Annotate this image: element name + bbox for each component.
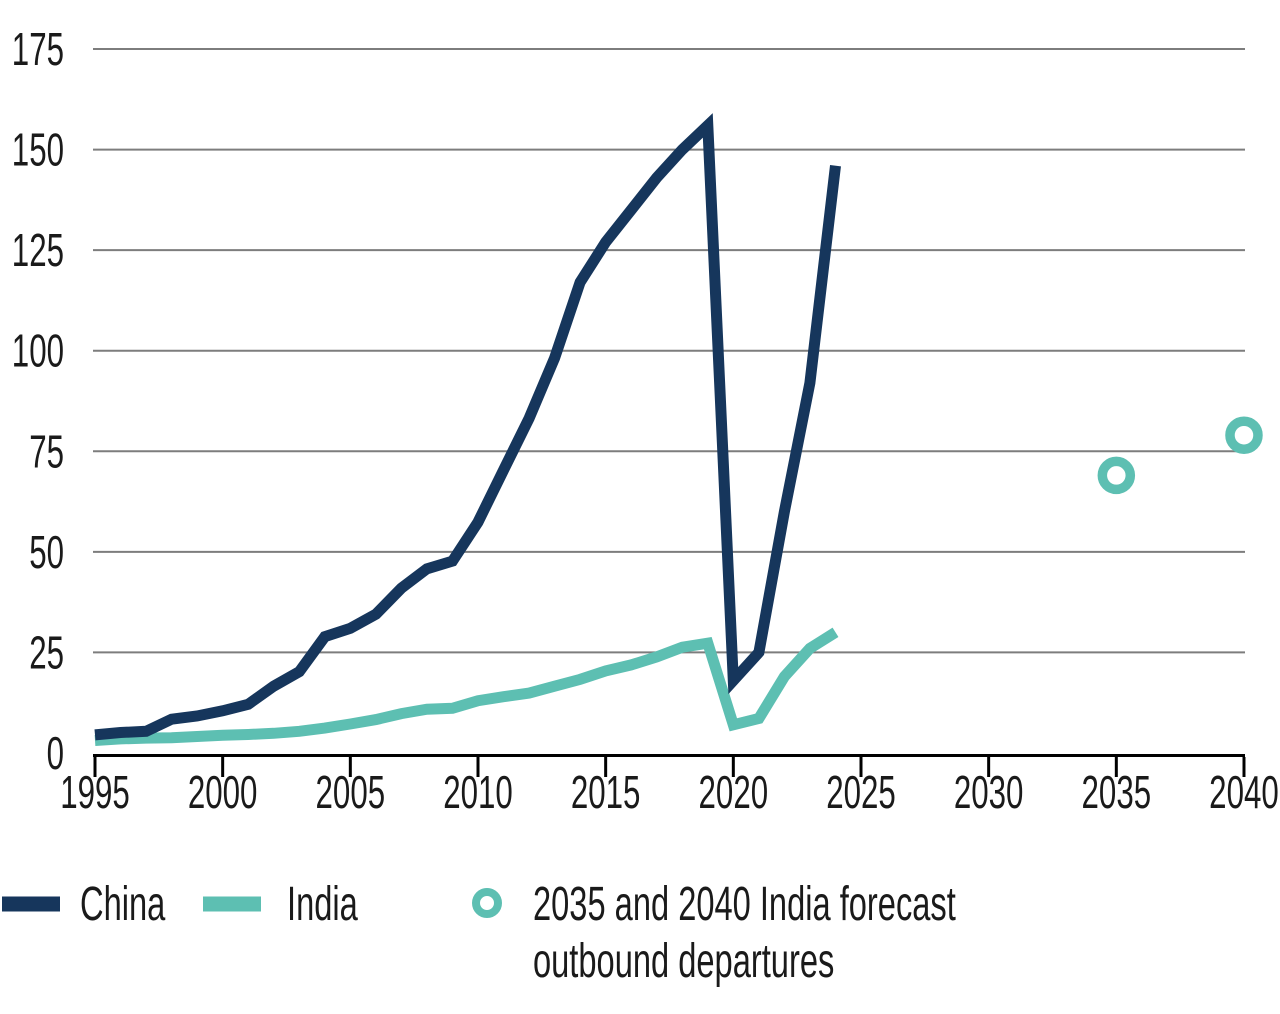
legend-india-label: India bbox=[287, 878, 358, 931]
x-axis-label-2040: 2040 bbox=[1209, 766, 1279, 818]
y-axis-label-25: 25 bbox=[29, 626, 64, 678]
legend-forecast-label-line2: outbound departures bbox=[533, 935, 834, 988]
x-axis-label-1995: 1995 bbox=[60, 766, 130, 818]
y-axis-label-100: 100 bbox=[12, 325, 64, 377]
x-axis-label-2005: 2005 bbox=[316, 766, 386, 818]
y-axis-label-175: 175 bbox=[12, 23, 64, 75]
y-axis-label-50: 50 bbox=[29, 526, 64, 578]
y-axis-label-0: 0 bbox=[47, 727, 64, 779]
legend-forecast-ring-icon bbox=[472, 888, 502, 918]
y-axis-label-150: 150 bbox=[12, 124, 64, 176]
x-axis-label-2015: 2015 bbox=[571, 766, 641, 818]
x-axis-label-2020: 2020 bbox=[699, 766, 769, 818]
legend-china-label: China bbox=[80, 878, 166, 931]
x-axis-label-2025: 2025 bbox=[826, 766, 896, 818]
x-axis-label-2010: 2010 bbox=[443, 766, 513, 818]
legend-forecast-label-line1: 2035 and 2040 India forecast bbox=[533, 878, 956, 931]
x-axis-label-2000: 2000 bbox=[188, 766, 258, 818]
x-axis-label-2035: 2035 bbox=[1082, 766, 1152, 818]
y-axis-label-125: 125 bbox=[12, 224, 64, 276]
x-axis-label-2030: 2030 bbox=[954, 766, 1024, 818]
china-line bbox=[94, 113, 841, 741]
forecast-point-2035 bbox=[1097, 456, 1136, 495]
legend: China India 2035 and 2040 India forecast… bbox=[2, 878, 956, 988]
y-axis-label-75: 75 bbox=[29, 425, 64, 477]
forecast-point-2040 bbox=[1225, 416, 1263, 454]
india-line bbox=[94, 627, 839, 746]
